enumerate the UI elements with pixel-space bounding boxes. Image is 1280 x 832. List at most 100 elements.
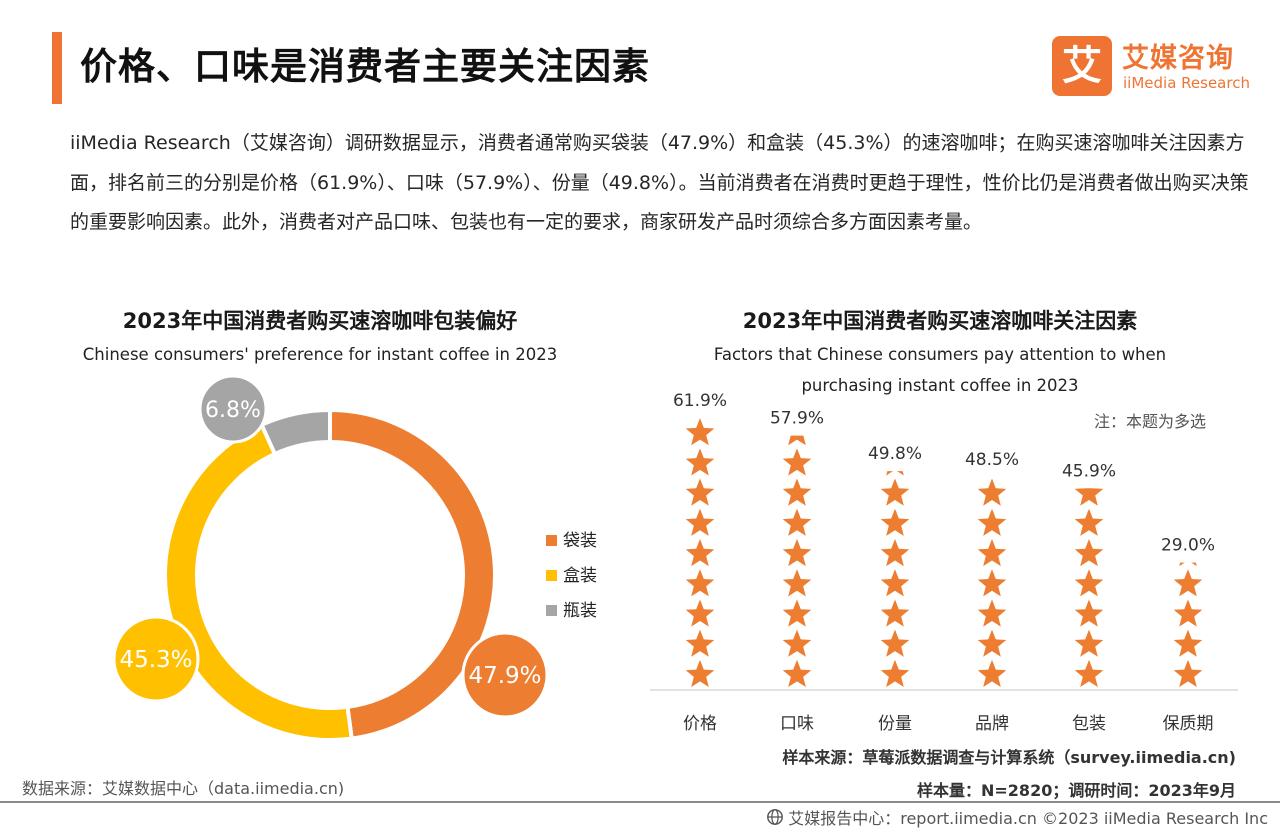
page-title: 价格、口味是消费者主要关注因素 xyxy=(80,45,650,88)
star-mark xyxy=(977,659,1007,688)
star-mark xyxy=(1074,508,1104,536)
left-chart-title: 2023年中国消费者购买速溶咖啡包装偏好 xyxy=(122,309,518,333)
right-chart-title: 2023年中国消费者购买速溶咖啡关注因素 xyxy=(742,309,1138,333)
x-tick-label-4: 品牌 xyxy=(975,714,1009,734)
star-mark xyxy=(880,599,910,627)
star-mark xyxy=(1074,569,1104,597)
star-data-label-5: 45.9% xyxy=(1062,461,1116,481)
star-mark xyxy=(1075,418,1104,445)
left-chart-subtitle: Chinese consumers' preference for instan… xyxy=(82,345,558,364)
donut-data-label-3: 6.8% xyxy=(205,398,261,423)
star-data-label-1: 61.9% xyxy=(673,391,727,411)
footer-text[interactable]: 艾媒报告中心：report.iimedia.cn ©2023 iiMedia R… xyxy=(788,809,1268,828)
x-tick-label-6: 保质期 xyxy=(1163,714,1214,734)
star-mark xyxy=(782,599,812,627)
star-mark xyxy=(685,508,715,536)
star-mark xyxy=(685,569,715,597)
star-mark xyxy=(1074,599,1104,627)
star-bar-1 xyxy=(685,418,715,688)
logo-english-name: iiMedia Research xyxy=(1123,74,1250,92)
star-data-label-4: 48.5% xyxy=(965,450,1019,470)
star-mark xyxy=(977,569,1007,597)
legend-label-1: 袋装 xyxy=(563,531,597,551)
star-bar-6 xyxy=(1173,418,1203,688)
star-mark xyxy=(880,478,910,506)
x-tick-label-1: 价格 xyxy=(683,714,717,734)
donut-data-label-1: 47.9% xyxy=(468,663,541,689)
donut-slice-1 xyxy=(328,407,497,741)
donut-slice-3 xyxy=(258,407,332,457)
star-bar-5 xyxy=(1074,418,1104,688)
star-mark xyxy=(1074,539,1104,567)
legend-swatch-2 xyxy=(546,570,557,581)
sample-source: 样本来源：草莓派数据调查与计算系统（survey.iimedia.cn) xyxy=(782,748,1236,767)
donut-label-bubble-1 xyxy=(461,631,549,719)
star-mark xyxy=(1074,488,1104,506)
star-mark xyxy=(881,418,910,445)
star-data-label-2: 57.9% xyxy=(770,409,824,429)
footer: 艾媒报告中心：report.iimedia.cn ©2023 iiMedia R… xyxy=(766,805,1268,829)
star-mark xyxy=(685,659,715,688)
star-mark xyxy=(880,659,910,688)
star-mark xyxy=(782,539,812,567)
logo-badge-icon: 艾 xyxy=(1052,36,1112,96)
star-mark xyxy=(880,508,910,536)
summary-paragraph: iiMedia Research（艾媒咨询）调研数据显示，消费者通常购买袋装（4… xyxy=(70,132,1249,233)
donut-label-bubble-2 xyxy=(112,615,200,703)
star-mark xyxy=(1174,448,1203,475)
legend-label-3: 瓶装 xyxy=(563,601,597,621)
x-tick-label-2: 口味 xyxy=(780,714,814,734)
star-mark xyxy=(1174,509,1203,536)
data-source-left: 数据来源：艾媒数据中心（data.iimedia.cn) xyxy=(22,779,345,798)
star-mark xyxy=(782,478,812,506)
star-mark xyxy=(782,629,812,657)
star-mark xyxy=(1074,629,1104,657)
star-mark xyxy=(685,478,715,506)
legend-swatch-1 xyxy=(546,535,557,546)
star-mark xyxy=(782,569,812,597)
star-mark xyxy=(788,435,806,446)
star-mark xyxy=(977,539,1007,567)
star-mark xyxy=(782,508,812,536)
star-mark xyxy=(978,418,1007,445)
star-mark xyxy=(782,659,812,688)
star-bar-4 xyxy=(977,418,1007,688)
star-mark xyxy=(782,448,812,476)
legend-swatch-3 xyxy=(546,605,557,616)
star-mark xyxy=(880,629,910,657)
star-bar-2 xyxy=(782,435,812,688)
multi-choice-note: 注：本题为多选 xyxy=(1094,412,1207,431)
globe-icon xyxy=(767,809,784,825)
x-tick-label-3: 份量 xyxy=(878,714,912,734)
title-accent-bar xyxy=(52,32,62,104)
sample-size: 样本量：N=2820；调研时间：2023年9月 xyxy=(917,781,1236,800)
footer-divider xyxy=(0,801,1280,803)
star-mark xyxy=(685,599,715,627)
logo-chinese-name: 艾媒咨询 xyxy=(1122,43,1234,74)
star-mark xyxy=(1173,599,1203,627)
brand-logo: 艾 艾媒咨询 iiMedia Research xyxy=(1052,36,1260,98)
star-data-label-3: 49.8% xyxy=(868,444,922,464)
star-mark xyxy=(1174,479,1203,506)
star-mark xyxy=(1074,659,1104,688)
star-mark xyxy=(685,418,715,446)
star-mark xyxy=(977,508,1007,536)
star-mark xyxy=(685,539,715,567)
packaging-donut-chart: 47.9% 45.3% 6.8% 袋装盒装瓶装 xyxy=(0,360,640,770)
star-mark xyxy=(977,599,1007,627)
star-mark xyxy=(1174,418,1203,445)
factors-star-chart: 61.9% 价格 57.9% 口味 49.8% 份量 48.5% 品牌 45.9% 包装 29.0%… xyxy=(640,380,1280,760)
right-chart-subtitle: Factors that Chinese consumers pay atten… xyxy=(713,345,1167,395)
star-mark xyxy=(1173,569,1203,597)
donut-label-bubble-3 xyxy=(198,374,268,444)
donut-data-label-2: 45.3% xyxy=(119,647,192,673)
star-mark xyxy=(685,448,715,476)
star-mark xyxy=(880,569,910,597)
star-mark xyxy=(977,478,1007,506)
star-mark xyxy=(1179,562,1197,567)
star-mark xyxy=(886,471,904,476)
star-mark xyxy=(685,629,715,657)
star-mark xyxy=(1173,629,1203,657)
legend-label-2: 盒装 xyxy=(563,566,597,586)
star-mark xyxy=(977,629,1007,657)
